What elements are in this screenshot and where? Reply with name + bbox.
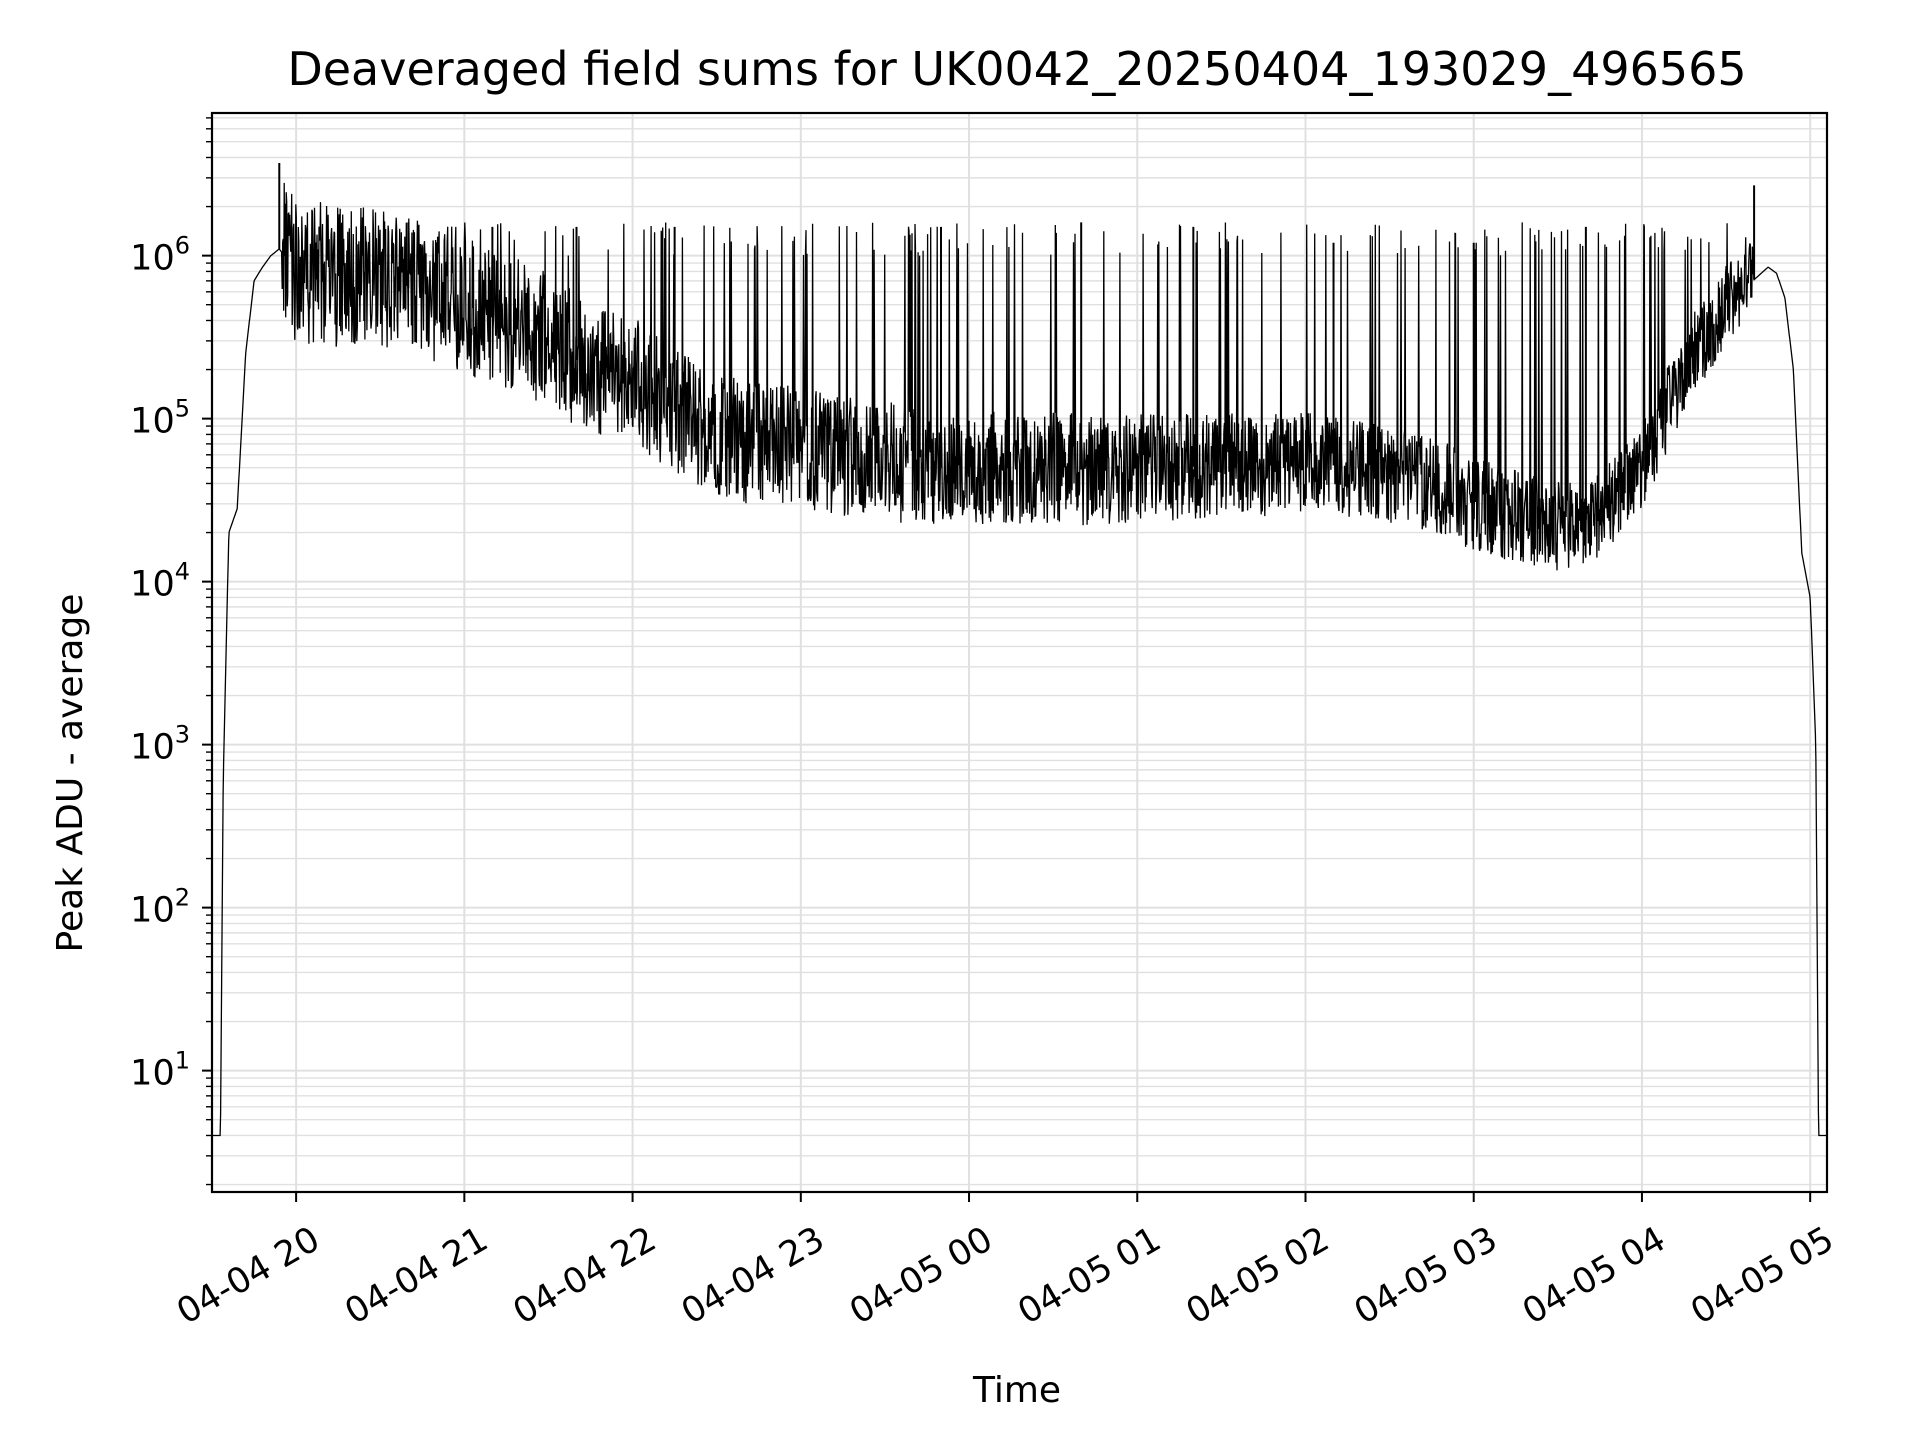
y-tick-exponent: 4	[175, 558, 190, 586]
y-tick-base: 10	[130, 402, 175, 442]
y-tick-label: 105	[130, 395, 190, 442]
y-tick-label: 101	[130, 1047, 190, 1094]
y-tick-base: 10	[130, 728, 175, 768]
grid	[212, 113, 1827, 1192]
y-tick-exponent: 5	[175, 395, 190, 423]
y-tick-exponent: 6	[175, 232, 190, 260]
plot-area	[212, 163, 1827, 1137]
y-tick-base: 10	[130, 1054, 175, 1094]
y-tick-label: 103	[130, 721, 190, 768]
y-tick-label: 104	[130, 558, 190, 605]
chart-title: Deaveraged field sums for UK0042_2025040…	[287, 42, 1746, 96]
y-tick-exponent: 1	[175, 1047, 190, 1075]
y-tick-label: 106	[130, 232, 190, 279]
y-tick-base: 10	[130, 239, 175, 279]
y-tick-exponent: 3	[175, 721, 190, 749]
series-line	[212, 182, 1827, 1137]
y-axis-label: Peak ADU - average	[50, 594, 91, 953]
plot-frame	[210, 111, 1829, 1194]
y-tick-exponent: 2	[175, 884, 190, 912]
x-axis-label: Time	[972, 1370, 1061, 1411]
y-tick-base: 10	[130, 891, 175, 931]
y-tick-label: 102	[130, 884, 190, 931]
y-tick-base: 10	[130, 565, 175, 605]
